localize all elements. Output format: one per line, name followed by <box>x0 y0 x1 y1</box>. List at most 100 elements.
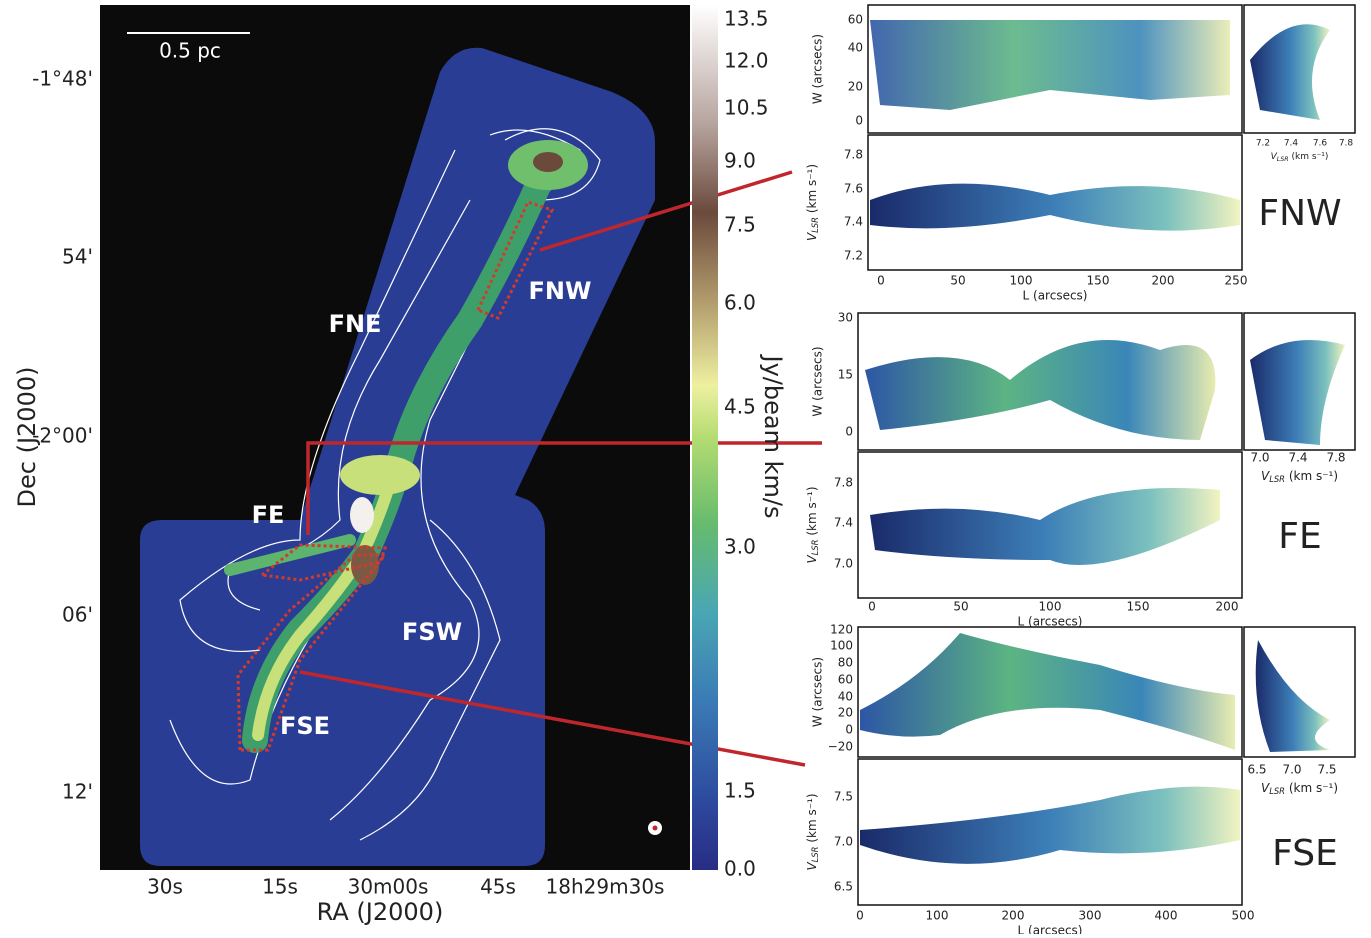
w-tick-label: 0 <box>845 425 853 439</box>
v-tick-label: 7.4 <box>844 215 863 229</box>
emission-blob <box>340 455 420 495</box>
region-label: FE <box>252 501 285 529</box>
colorbar-tick-label: 10.5 <box>724 96 769 120</box>
colorbar-tick-label: 13.5 <box>724 7 769 31</box>
l-tick-label: 0 <box>877 274 885 288</box>
colorbar-tick-label: 9.0 <box>724 149 756 173</box>
v-tick-label: 7.6 <box>844 182 863 196</box>
w-tick-label: 15 <box>838 368 853 382</box>
region-label: FNE <box>329 310 382 338</box>
l-axis-label: L (arcsecs) <box>1018 924 1083 935</box>
colorbar-tick-label: 0.0 <box>724 857 756 881</box>
colorbar-tick-label: 4.5 <box>724 395 756 419</box>
x-tick-label: 45s <box>480 875 516 899</box>
w-axis-label: W (arcsecs) <box>811 657 825 727</box>
v-tick-label: 7.5 <box>834 790 853 804</box>
x-tick-label: 30m00s <box>348 875 429 899</box>
w-tick-label: 20 <box>848 80 863 94</box>
v-tick-label: 7.8 <box>844 148 863 162</box>
scale-label: 0.5 pc <box>159 39 221 63</box>
v-axis-label: VLSR (km s⁻¹) <box>1261 781 1338 796</box>
v-tick-label: 7.2 <box>844 249 863 263</box>
l-tick-label: 400 <box>1155 909 1178 923</box>
colorbar <box>692 5 718 870</box>
emission-blob <box>350 497 374 533</box>
y-tick-label: -2°00' <box>32 424 93 448</box>
v-tick-label: 7.4 <box>834 516 853 530</box>
w-tick-label: −20 <box>828 740 853 754</box>
l-tick-label: 200 <box>1002 909 1025 923</box>
v-unit: (km s⁻¹) <box>805 164 819 217</box>
y-tick-label: -1°48' <box>32 67 93 91</box>
w-tick-label: 0 <box>845 723 853 737</box>
colorbar-tick-label: 3.0 <box>724 535 756 559</box>
v-sub: LSR <box>810 846 820 862</box>
l-tick-label: 300 <box>1079 909 1102 923</box>
v-unit: (km s⁻¹) <box>805 486 819 539</box>
v-sub: LSR <box>810 539 820 555</box>
v-sub: LSR <box>1269 474 1285 484</box>
l-tick-label: 100 <box>1039 600 1062 614</box>
small-v-tick-label: 7.8 <box>1339 139 1354 149</box>
colorbar-tick-label: 7.5 <box>724 213 756 237</box>
figure: 0.5 pc Dec (J2000) RA (J2000) Jy/beam km… <box>0 0 1371 934</box>
colorbar-tick-label: 1.5 <box>724 779 756 803</box>
w-tick-label: 60 <box>838 673 853 687</box>
v-sub: LSR <box>810 217 820 233</box>
region-label: FSW <box>402 618 462 646</box>
region-label: FNW <box>529 277 592 305</box>
panel-content <box>860 20 1345 864</box>
panel-name: FSE <box>1272 833 1338 874</box>
w-tick-label: 30 <box>838 311 853 325</box>
small-v-tick-label: 7.5 <box>1317 763 1336 777</box>
x-axis-label: RA (J2000) <box>317 898 444 926</box>
emission-blob <box>533 152 563 172</box>
v-unit: (km s⁻¹) <box>1285 469 1338 483</box>
v-sub: LSR <box>1277 156 1289 163</box>
panel-name: FE <box>1278 516 1321 557</box>
colorbar-label: Jy/beam km/s <box>759 354 787 519</box>
w-tick-label: 100 <box>830 639 853 653</box>
w-tick-label: 60 <box>848 13 863 27</box>
w-tick-label: 40 <box>838 690 853 704</box>
x-tick-label: 18h29m30s <box>546 875 665 899</box>
v-axis-label: VLSR (km s⁻¹) <box>1261 469 1338 484</box>
w-tick-label: 40 <box>848 41 863 55</box>
w-tick-label: 0 <box>855 114 863 128</box>
small-v-tick-label: 7.4 <box>1284 139 1299 149</box>
y-tick-label: 54' <box>62 245 93 269</box>
l-tick-label: 200 <box>1152 274 1175 288</box>
colorbar-tick-label: 6.0 <box>724 291 756 315</box>
panel-name: FNW <box>1258 193 1341 234</box>
y-tick-label: 12' <box>62 780 93 804</box>
l-tick-label: 150 <box>1127 600 1150 614</box>
small-v-tick-label: 6.5 <box>1247 763 1266 777</box>
w-tick-label: 20 <box>838 706 853 720</box>
l-tick-label: 100 <box>926 909 949 923</box>
l-tick-label: 500 <box>1232 909 1255 923</box>
small-v-tick-label: 7.8 <box>1326 451 1345 465</box>
y-tick-label: 06' <box>62 603 93 627</box>
x-tick-label: 15s <box>262 875 298 899</box>
w-axis-label: W (arcsecs) <box>811 346 825 416</box>
l-tick-label: 0 <box>856 909 864 923</box>
l-tick-label: 200 <box>1216 600 1239 614</box>
v-unit: (km s⁻¹) <box>1289 152 1329 162</box>
l-axis-label: L (arcsecs) <box>1023 289 1088 303</box>
region-label: FSE <box>280 712 330 740</box>
v-axis-label: VLSR (km s⁻¹) <box>805 164 820 241</box>
l-tick-label: 50 <box>950 274 965 288</box>
w-tick-label: 80 <box>838 656 853 670</box>
v-unit: (km s⁻¹) <box>805 793 819 846</box>
l-tick-label: 150 <box>1087 274 1110 288</box>
v-axis-label: VLSR (km s⁻¹) <box>1271 152 1329 164</box>
w-tick-label: 120 <box>830 623 853 637</box>
small-v-tick-label: 7.0 <box>1282 763 1301 777</box>
x-tick-label: 30s <box>147 875 183 899</box>
v-tick-label: 7.0 <box>834 557 853 571</box>
l-tick-label: 50 <box>953 600 968 614</box>
l-tick-label: 250 <box>1225 274 1248 288</box>
small-v-tick-label: 7.6 <box>1313 139 1328 149</box>
v-sub: LSR <box>1269 786 1285 796</box>
v-axis-label: VLSR (km s⁻¹) <box>805 486 820 563</box>
